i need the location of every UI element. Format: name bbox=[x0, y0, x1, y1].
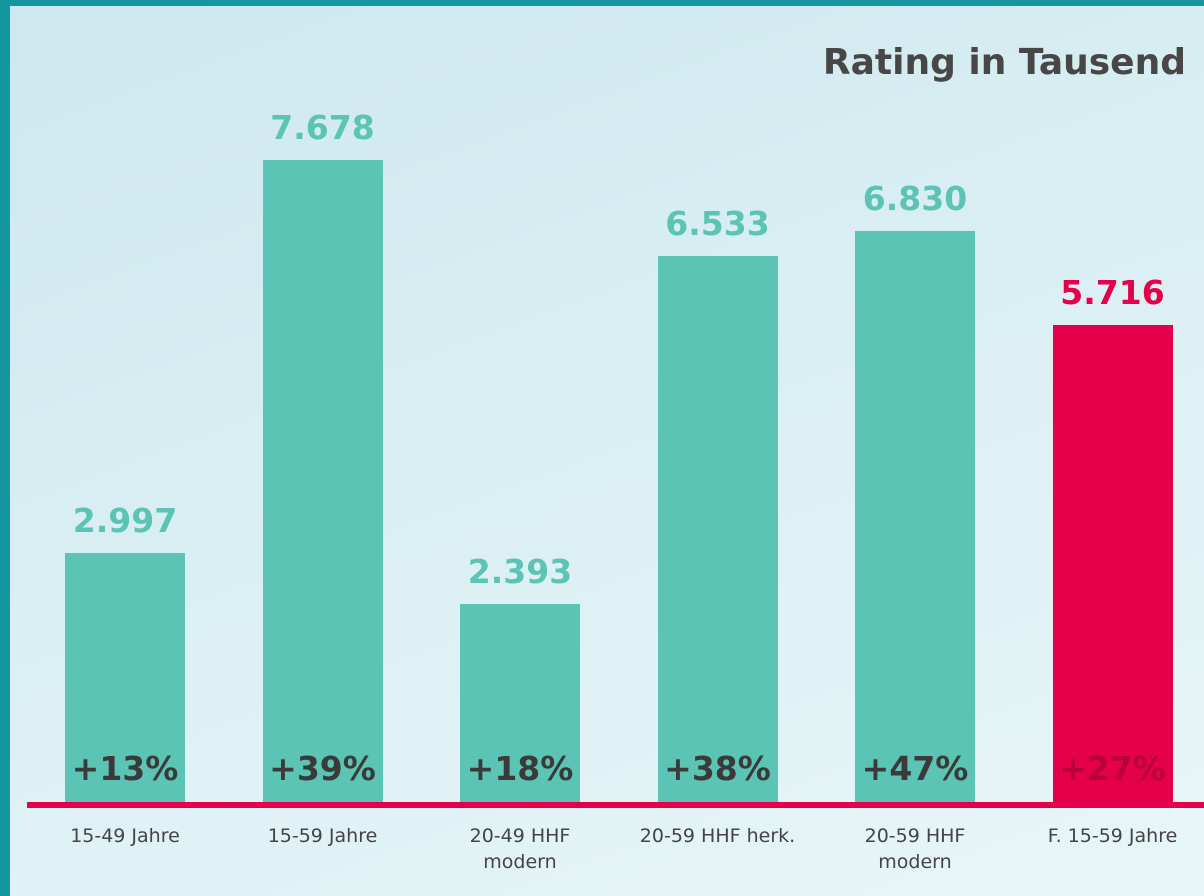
x-tick-label: 15-49 Jahre bbox=[70, 825, 180, 847]
x-tick-label: 20-49 HHF modern bbox=[469, 825, 571, 873]
x-tick-label: 15-59 Jahre bbox=[267, 825, 378, 847]
bar bbox=[65, 553, 185, 805]
x-tick-label: 20-59 HHF herk. bbox=[639, 825, 796, 847]
change-label: +38% bbox=[664, 749, 771, 788]
chart-title: Rating in Tausend bbox=[822, 42, 1186, 83]
bar bbox=[262, 160, 383, 805]
chart: Rating in Tausend 2.997 +13% 15-49 Jahre 7.… bbox=[10, 6, 1204, 896]
baseline bbox=[27, 802, 1204, 808]
value-label: 2.997 bbox=[72, 501, 178, 541]
value-label: 7.678 bbox=[270, 108, 375, 148]
value-label: 6.533 bbox=[665, 204, 770, 244]
change-label: +39% bbox=[269, 749, 376, 788]
change-label: +27% bbox=[1059, 749, 1166, 788]
value-label: 5.716 bbox=[1060, 272, 1165, 312]
bar bbox=[460, 603, 580, 805]
value-label: 2.393 bbox=[467, 551, 573, 591]
x-tick-label: 20-59 HHF modern bbox=[864, 825, 966, 873]
change-label: +18% bbox=[466, 749, 574, 788]
bar bbox=[1052, 324, 1173, 805]
bar bbox=[855, 231, 975, 805]
bar bbox=[657, 256, 778, 805]
change-label: +47% bbox=[861, 749, 969, 788]
value-label: 6.830 bbox=[862, 179, 968, 219]
x-tick-label: F. 15-59 Jahre bbox=[1047, 825, 1178, 847]
change-label: +13% bbox=[71, 749, 179, 788]
